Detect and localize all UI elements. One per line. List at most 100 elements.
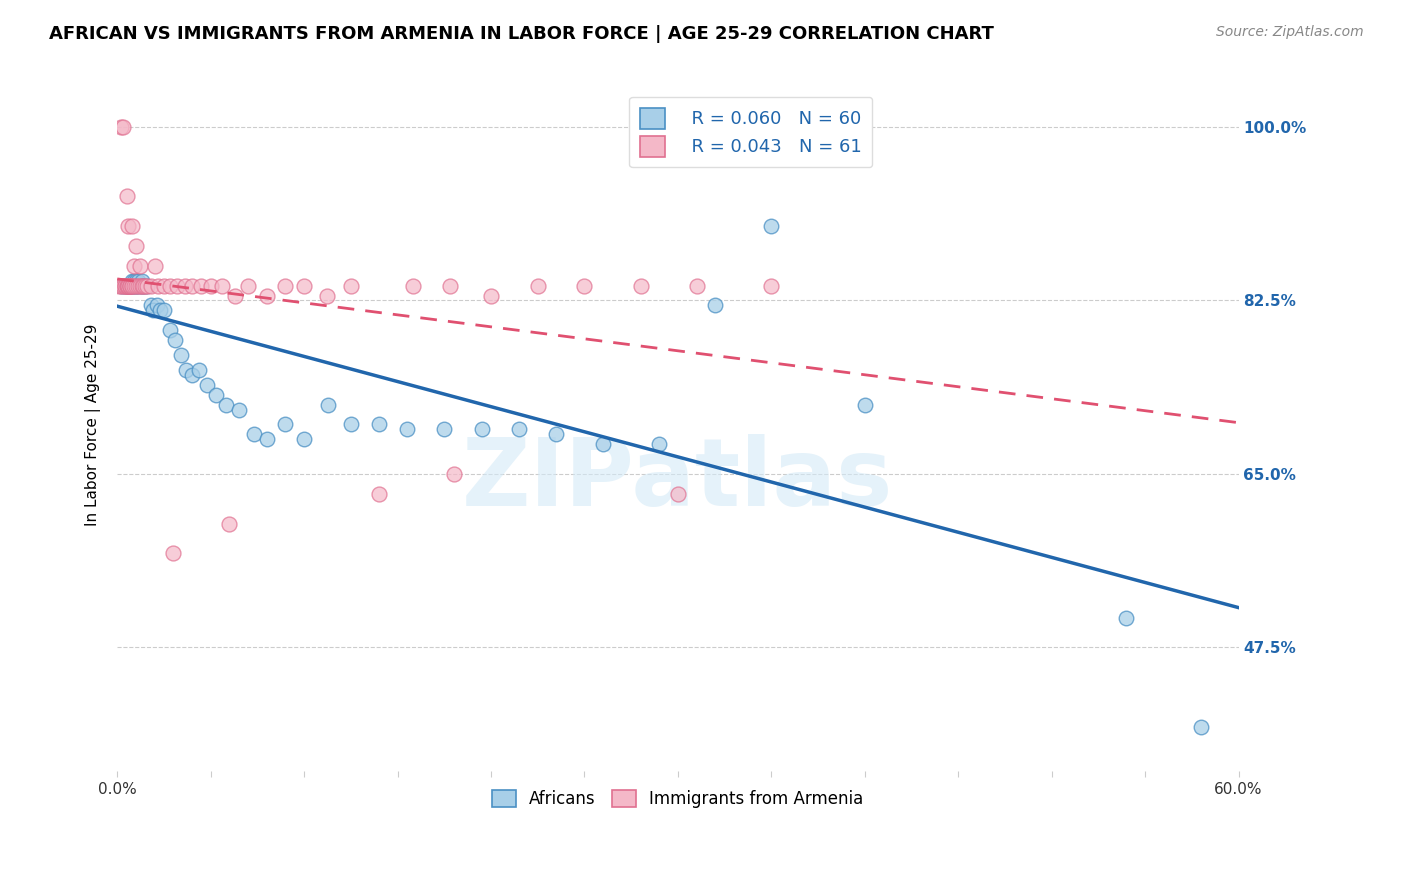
Point <box>236 278 259 293</box>
Point <box>228 402 250 417</box>
Point <box>149 303 172 318</box>
Point <box>666 487 689 501</box>
Point <box>292 432 315 446</box>
Point <box>479 288 502 302</box>
Point <box>166 278 188 293</box>
Point <box>128 278 150 293</box>
Point <box>181 368 204 382</box>
Point <box>1189 720 1212 734</box>
Text: AFRICAN VS IMMIGRANTS FROM ARMENIA IN LABOR FORCE | AGE 25-29 CORRELATION CHART: AFRICAN VS IMMIGRANTS FROM ARMENIA IN LA… <box>49 25 994 43</box>
Point <box>115 189 138 203</box>
Point <box>153 303 176 318</box>
Point <box>181 278 204 293</box>
Point <box>139 298 162 312</box>
Point <box>170 348 193 362</box>
Point <box>162 546 184 560</box>
Point <box>195 377 218 392</box>
Point <box>648 437 671 451</box>
Point <box>274 417 297 432</box>
Point <box>367 487 389 501</box>
Point <box>122 278 145 293</box>
Point <box>704 298 727 312</box>
Point <box>853 398 876 412</box>
Point <box>761 278 783 293</box>
Point <box>340 278 363 293</box>
Point <box>214 398 236 412</box>
Point <box>122 274 145 288</box>
Point <box>117 278 139 293</box>
Point <box>292 278 315 293</box>
Point <box>131 274 153 288</box>
Point <box>111 278 134 293</box>
Point <box>117 278 139 293</box>
Point <box>111 278 134 293</box>
Point <box>117 278 139 293</box>
Point <box>592 437 614 451</box>
Point <box>114 278 136 293</box>
Legend: Africans, Immigrants from Armenia: Africans, Immigrants from Armenia <box>486 783 870 815</box>
Point <box>120 278 142 293</box>
Text: Source: ZipAtlas.com: Source: ZipAtlas.com <box>1216 25 1364 39</box>
Point <box>127 278 149 293</box>
Point <box>117 219 139 234</box>
Point <box>224 288 246 302</box>
Point <box>128 278 150 293</box>
Point <box>128 259 150 273</box>
Point <box>318 398 340 412</box>
Point <box>188 363 211 377</box>
Point <box>153 278 176 293</box>
Point <box>125 278 148 293</box>
Y-axis label: In Labor Force | Age 25-29: In Labor Force | Age 25-29 <box>86 323 101 525</box>
Point <box>134 278 156 293</box>
Point <box>122 259 145 273</box>
Point <box>132 278 155 293</box>
Point <box>159 323 181 337</box>
Point <box>143 259 166 273</box>
Text: ZIPatlas: ZIPatlas <box>463 434 894 526</box>
Point <box>148 278 170 293</box>
Point <box>125 239 148 253</box>
Point <box>121 274 143 288</box>
Point <box>115 278 138 293</box>
Point <box>111 120 134 134</box>
Point <box>200 278 222 293</box>
Point <box>110 278 132 293</box>
Point <box>471 422 494 436</box>
Point <box>136 278 159 293</box>
Point <box>256 288 278 302</box>
Point <box>115 278 138 293</box>
Point <box>121 278 143 293</box>
Point <box>125 274 148 288</box>
Point <box>121 278 143 293</box>
Point <box>120 278 142 293</box>
Point <box>630 278 652 293</box>
Point <box>131 278 153 293</box>
Point <box>211 278 233 293</box>
Point <box>114 278 136 293</box>
Point <box>120 278 142 293</box>
Point <box>401 278 423 293</box>
Point <box>131 278 153 293</box>
Point <box>115 278 138 293</box>
Point <box>218 516 240 531</box>
Point <box>110 278 132 293</box>
Point <box>142 303 165 318</box>
Point <box>122 278 145 293</box>
Point <box>526 278 548 293</box>
Point <box>395 422 418 436</box>
Point <box>120 278 142 293</box>
Point <box>110 120 132 134</box>
Point <box>139 278 162 293</box>
Point <box>173 278 195 293</box>
Point <box>108 278 131 293</box>
Point <box>159 278 181 293</box>
Point <box>205 387 228 401</box>
Point <box>315 288 337 302</box>
Point <box>274 278 297 293</box>
Point <box>136 278 159 293</box>
Point <box>761 219 783 234</box>
Point <box>165 333 187 347</box>
Point <box>120 278 142 293</box>
Point <box>120 278 142 293</box>
Point <box>508 422 530 436</box>
